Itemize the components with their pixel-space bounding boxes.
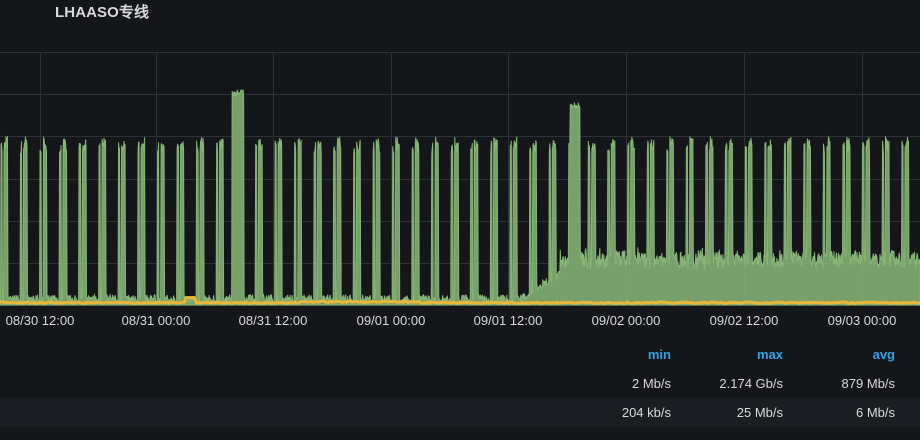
legend-column-min[interactable]: min	[647, 347, 671, 362]
legend-row[interactable]: 2 Mb/s 2.174 Gb/s 879 Mb/s	[0, 369, 920, 398]
legend-value-max: 2.174 Gb/s	[719, 376, 783, 391]
legend-stats-table[interactable]: min max avg 2 Mb/s 2.174 Gb/s 879 Mb/s 2…	[0, 340, 920, 440]
x-axis-tick-label: 08/31 00:00	[121, 313, 191, 328]
legend-value-max: 25 Mb/s	[736, 405, 783, 420]
series-outbound-line	[0, 296, 920, 305]
x-axis-tick-label: 09/02 00:00	[591, 313, 661, 328]
legend-value-min: 204 kb/s	[621, 405, 671, 420]
legend-value-avg: 879 Mb/s	[841, 376, 895, 391]
legend-column-max[interactable]: max	[756, 347, 783, 362]
x-axis-tick-label: 09/01 12:00	[473, 313, 543, 328]
legend-row[interactable]: 204 kb/s 25 Mb/s 6 Mb/s	[0, 398, 920, 427]
legend-header-row: min max avg	[0, 340, 920, 369]
legend-column-avg[interactable]: avg	[872, 347, 895, 362]
x-axis-tick-label: 09/01 00:00	[356, 313, 426, 328]
legend-value-min: 2 Mb/s	[631, 376, 671, 391]
x-axis-tick-label: 08/30 12:00	[5, 313, 75, 328]
panel-title[interactable]: LHAASO专线	[55, 4, 150, 21]
timeseries-chart[interactable]	[0, 48, 920, 306]
x-axis-tick-label: 09/02 12:00	[709, 313, 779, 328]
x-axis-tick-label: 09/03 00:00	[827, 313, 897, 328]
chart-plot-area[interactable]	[0, 48, 920, 306]
legend-value-avg: 6 Mb/s	[855, 405, 895, 420]
panel-header: LHAASO专线	[0, 0, 920, 48]
x-axis: 08/30 12:00 08/31 00:00 08/31 12:00 09/01 0…	[0, 306, 920, 340]
x-axis-tick-label: 08/31 12:00	[238, 313, 308, 328]
